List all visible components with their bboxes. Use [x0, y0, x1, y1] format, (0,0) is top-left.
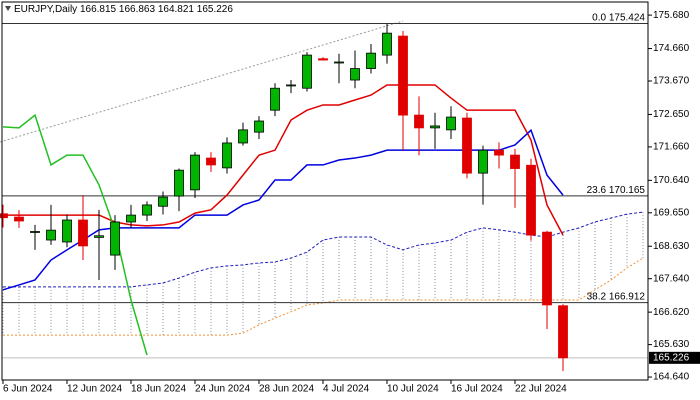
candle-body	[526, 164, 536, 236]
candle-body	[62, 219, 72, 243]
candle-body	[334, 61, 344, 64]
fib-ratio: 0.0	[592, 12, 606, 23]
candle-body	[430, 125, 440, 129]
candle-body	[462, 117, 472, 174]
ohlc-low: 164.821	[158, 4, 195, 15]
candle-body	[558, 305, 568, 359]
fib-label: 38.2 166.912	[587, 291, 646, 302]
x-tick-label: 10 Jul 2024	[387, 384, 439, 395]
y-tick-label: 172.650	[653, 109, 690, 120]
x-tick-label: 16 Jul 2024	[451, 384, 503, 395]
fib-price: 170.165	[609, 185, 646, 196]
x-tick-label: 24 Jun 2024	[195, 384, 250, 395]
candle-body	[190, 154, 200, 191]
candle-body	[0, 213, 8, 219]
y-tick-label: 171.660	[653, 142, 690, 153]
candle-body	[174, 169, 184, 197]
candle-body	[398, 35, 408, 116]
candle-body	[254, 120, 264, 133]
x-tick-label: 6 Jun 2024	[3, 384, 53, 395]
candle-body	[30, 231, 40, 233]
plot-border	[1, 1, 649, 381]
y-tick-label: 168.630	[653, 241, 690, 252]
ohlc-open: 166.815	[80, 4, 117, 15]
x-tick-label: 18 Jun 2024	[131, 384, 186, 395]
candle-body	[126, 214, 136, 223]
candle-body	[286, 84, 296, 87]
y-tick-label: 165.630	[653, 339, 690, 350]
candle-body	[270, 87, 280, 111]
price-box	[649, 351, 700, 364]
candle-body	[382, 32, 392, 56]
candle-body	[110, 221, 120, 256]
candle-body	[318, 58, 328, 61]
fib-price: 166.912	[609, 291, 646, 302]
candle-body	[446, 116, 456, 131]
candle-body	[414, 114, 424, 129]
candle-body	[302, 54, 312, 89]
candle-body	[366, 52, 376, 69]
candle-body	[94, 235, 104, 238]
fib-label: 0.0 175.424	[592, 12, 645, 23]
candle-body	[78, 219, 88, 247]
x-tick-label: 22 Jul 2024	[515, 384, 567, 395]
x-tick-label: 4 Jul 2024	[323, 384, 370, 395]
symbol-icon	[5, 6, 11, 11]
price-box-label: 165.226	[653, 352, 690, 363]
candle-body	[350, 68, 360, 81]
y-tick-label: 166.620	[653, 307, 690, 318]
candle-body	[206, 157, 216, 166]
candle-body	[542, 231, 552, 306]
y-tick-label: 175.680	[653, 10, 690, 21]
fib-label: 23.6 170.165	[587, 185, 646, 196]
y-tick-label: 167.640	[653, 273, 690, 284]
candle-body	[494, 149, 504, 156]
fib-ratio: 38.2	[587, 291, 607, 302]
header: EURJPY,Daily 166.815 166.863 164.821 165…	[14, 4, 233, 15]
candle-body	[142, 204, 152, 216]
x-tick-label: 28 Jun 2024	[259, 384, 314, 395]
ohlc-high: 166.863	[119, 4, 156, 15]
cloud-span-a	[3, 211, 644, 288]
indicator-line	[3, 84, 564, 236]
symbol-title: EURJPY,Daily	[14, 4, 77, 15]
indicator-line	[2, 113, 148, 356]
ohlc-close: 165.226	[197, 4, 234, 15]
candle-body	[510, 154, 520, 169]
plot-layer: 0.0 175.424 23.6 170.165 38.2 166.912	[0, 12, 648, 372]
y-tick-label: 173.670	[653, 76, 690, 87]
candle-body	[238, 129, 248, 144]
y-tick-label: 164.640	[653, 372, 690, 383]
y-tick-label: 169.650	[653, 207, 690, 218]
fib-ratio: 23.6	[587, 185, 607, 196]
candle-body	[14, 216, 24, 222]
y-tick-label: 174.660	[653, 43, 690, 54]
candle-body	[158, 196, 168, 207]
candle-body	[478, 149, 488, 174]
candle-body	[46, 229, 56, 241]
y-tick-label: 170.640	[653, 175, 690, 186]
x-tick-label: 12 Jun 2024	[67, 384, 122, 395]
fib-price: 175.424	[609, 12, 646, 23]
candle-body	[222, 142, 232, 169]
